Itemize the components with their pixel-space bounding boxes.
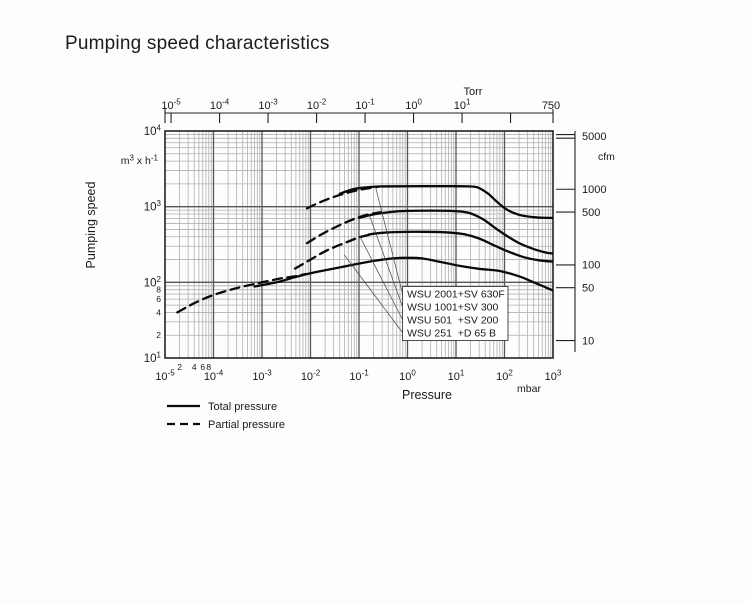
cfm-tick-label: 1000 — [582, 184, 606, 196]
mbar-tick-label: 10-2 — [301, 369, 321, 384]
torr-tick-label: 10-5 — [161, 98, 181, 113]
cfm-tick-label: 5000 — [582, 131, 606, 143]
curve-label-1: WSU 1001+SV 300 — [407, 302, 499, 314]
torr-unit-label: Torr — [464, 86, 483, 98]
pressure-axis-title: Pressure — [402, 388, 452, 402]
torr-tick-label: 10-4 — [210, 98, 230, 113]
curves — [176, 185, 553, 314]
speed-minor-tick-label: 4 — [156, 307, 161, 317]
curve-wsu1001-total — [357, 209, 553, 255]
speed-tick-label: 103 — [144, 199, 162, 214]
curve-label-0: WSU 2001+SV 630F — [407, 289, 505, 301]
mbar-axis: 10-5 10-4 10-3 10-2 10-1 100 101 102 103 2 4 6 8 Pres… — [155, 362, 562, 402]
curve-label-2: WSU 501 +SV 200 — [407, 315, 499, 327]
legend-label-dashed: Partial pressure — [208, 419, 285, 431]
leader-lines — [344, 187, 403, 333]
mbar-tick-label: 103 — [545, 369, 562, 384]
torr-tick-label: 10-1 — [355, 98, 375, 113]
torr-tick-label: 100 — [405, 98, 422, 113]
legend: Total pressure Partial pressure — [167, 401, 285, 431]
speed-tick-label: 104 — [144, 124, 162, 139]
mbar-tick-label: 10-3 — [252, 369, 272, 384]
mbar-unit-label: mbar — [517, 383, 541, 395]
speed-axis-title: Pumping speed — [84, 182, 98, 269]
mbar-tick-label: 102 — [496, 369, 513, 384]
mbar-tick-label: 100 — [399, 369, 416, 384]
plot-grid-minor — [165, 131, 553, 358]
torr-tick-label: 10-3 — [258, 98, 278, 113]
speed-tick-label: 101 — [144, 351, 162, 366]
cfm-tick-label: 500 — [582, 207, 600, 219]
curve-wsu251-total — [253, 256, 553, 292]
curve-wsu2001-total — [338, 185, 553, 220]
speed-minor-tick-label: 8 — [156, 285, 161, 295]
speed-unit-label: m3 x h-1 — [121, 154, 159, 168]
mbar-minor-tick-label: 8 — [206, 362, 211, 372]
speed-minor-tick-label: 2 — [156, 330, 161, 340]
figure-title: Pumping speed characteristics — [65, 33, 330, 54]
curve-wsu1001-partial — [305, 211, 382, 245]
curve-wsu251-partial — [176, 272, 307, 314]
speed-minor-tick-label: 6 — [156, 294, 161, 304]
mbar-minor-tick-label: 6 — [200, 362, 205, 372]
cfm-tick-label: 10 — [582, 335, 594, 347]
cfm-tick-label: 100 — [582, 260, 600, 272]
plot-frame — [164, 130, 554, 359]
speed-axis: 101 102 103 104 86 4 2 m3 x h-1 Pumping speed — [84, 124, 162, 366]
cfm-tick-label: 50 — [582, 282, 594, 294]
curve-wsu501-total — [367, 230, 553, 263]
mbar-tick-label: 10-5 — [155, 369, 175, 384]
mbar-minor-tick-label: 2 — [177, 362, 182, 372]
curve-label-3: WSU 251 +D 65 B — [407, 328, 496, 340]
cfm-axis: 5000 1000 500 100 50 10 cfm — [556, 131, 615, 352]
curve-wsu2001-partial — [305, 185, 380, 210]
mbar-tick-label: 10-1 — [349, 369, 369, 384]
cfm-unit-label: cfm — [598, 151, 615, 163]
speed-tick-label: 102 — [144, 275, 162, 290]
mbar-minor-tick-label: 4 — [192, 362, 197, 372]
torr-tick-label: 101 — [454, 98, 471, 113]
torr-tick-label: 10-2 — [307, 98, 327, 113]
mbar-tick-label: 101 — [448, 369, 465, 384]
torr-end-label: 750 — [542, 100, 560, 112]
legend-label-solid: Total pressure — [208, 401, 277, 413]
mbar-tick-label: 10-4 — [204, 369, 224, 384]
